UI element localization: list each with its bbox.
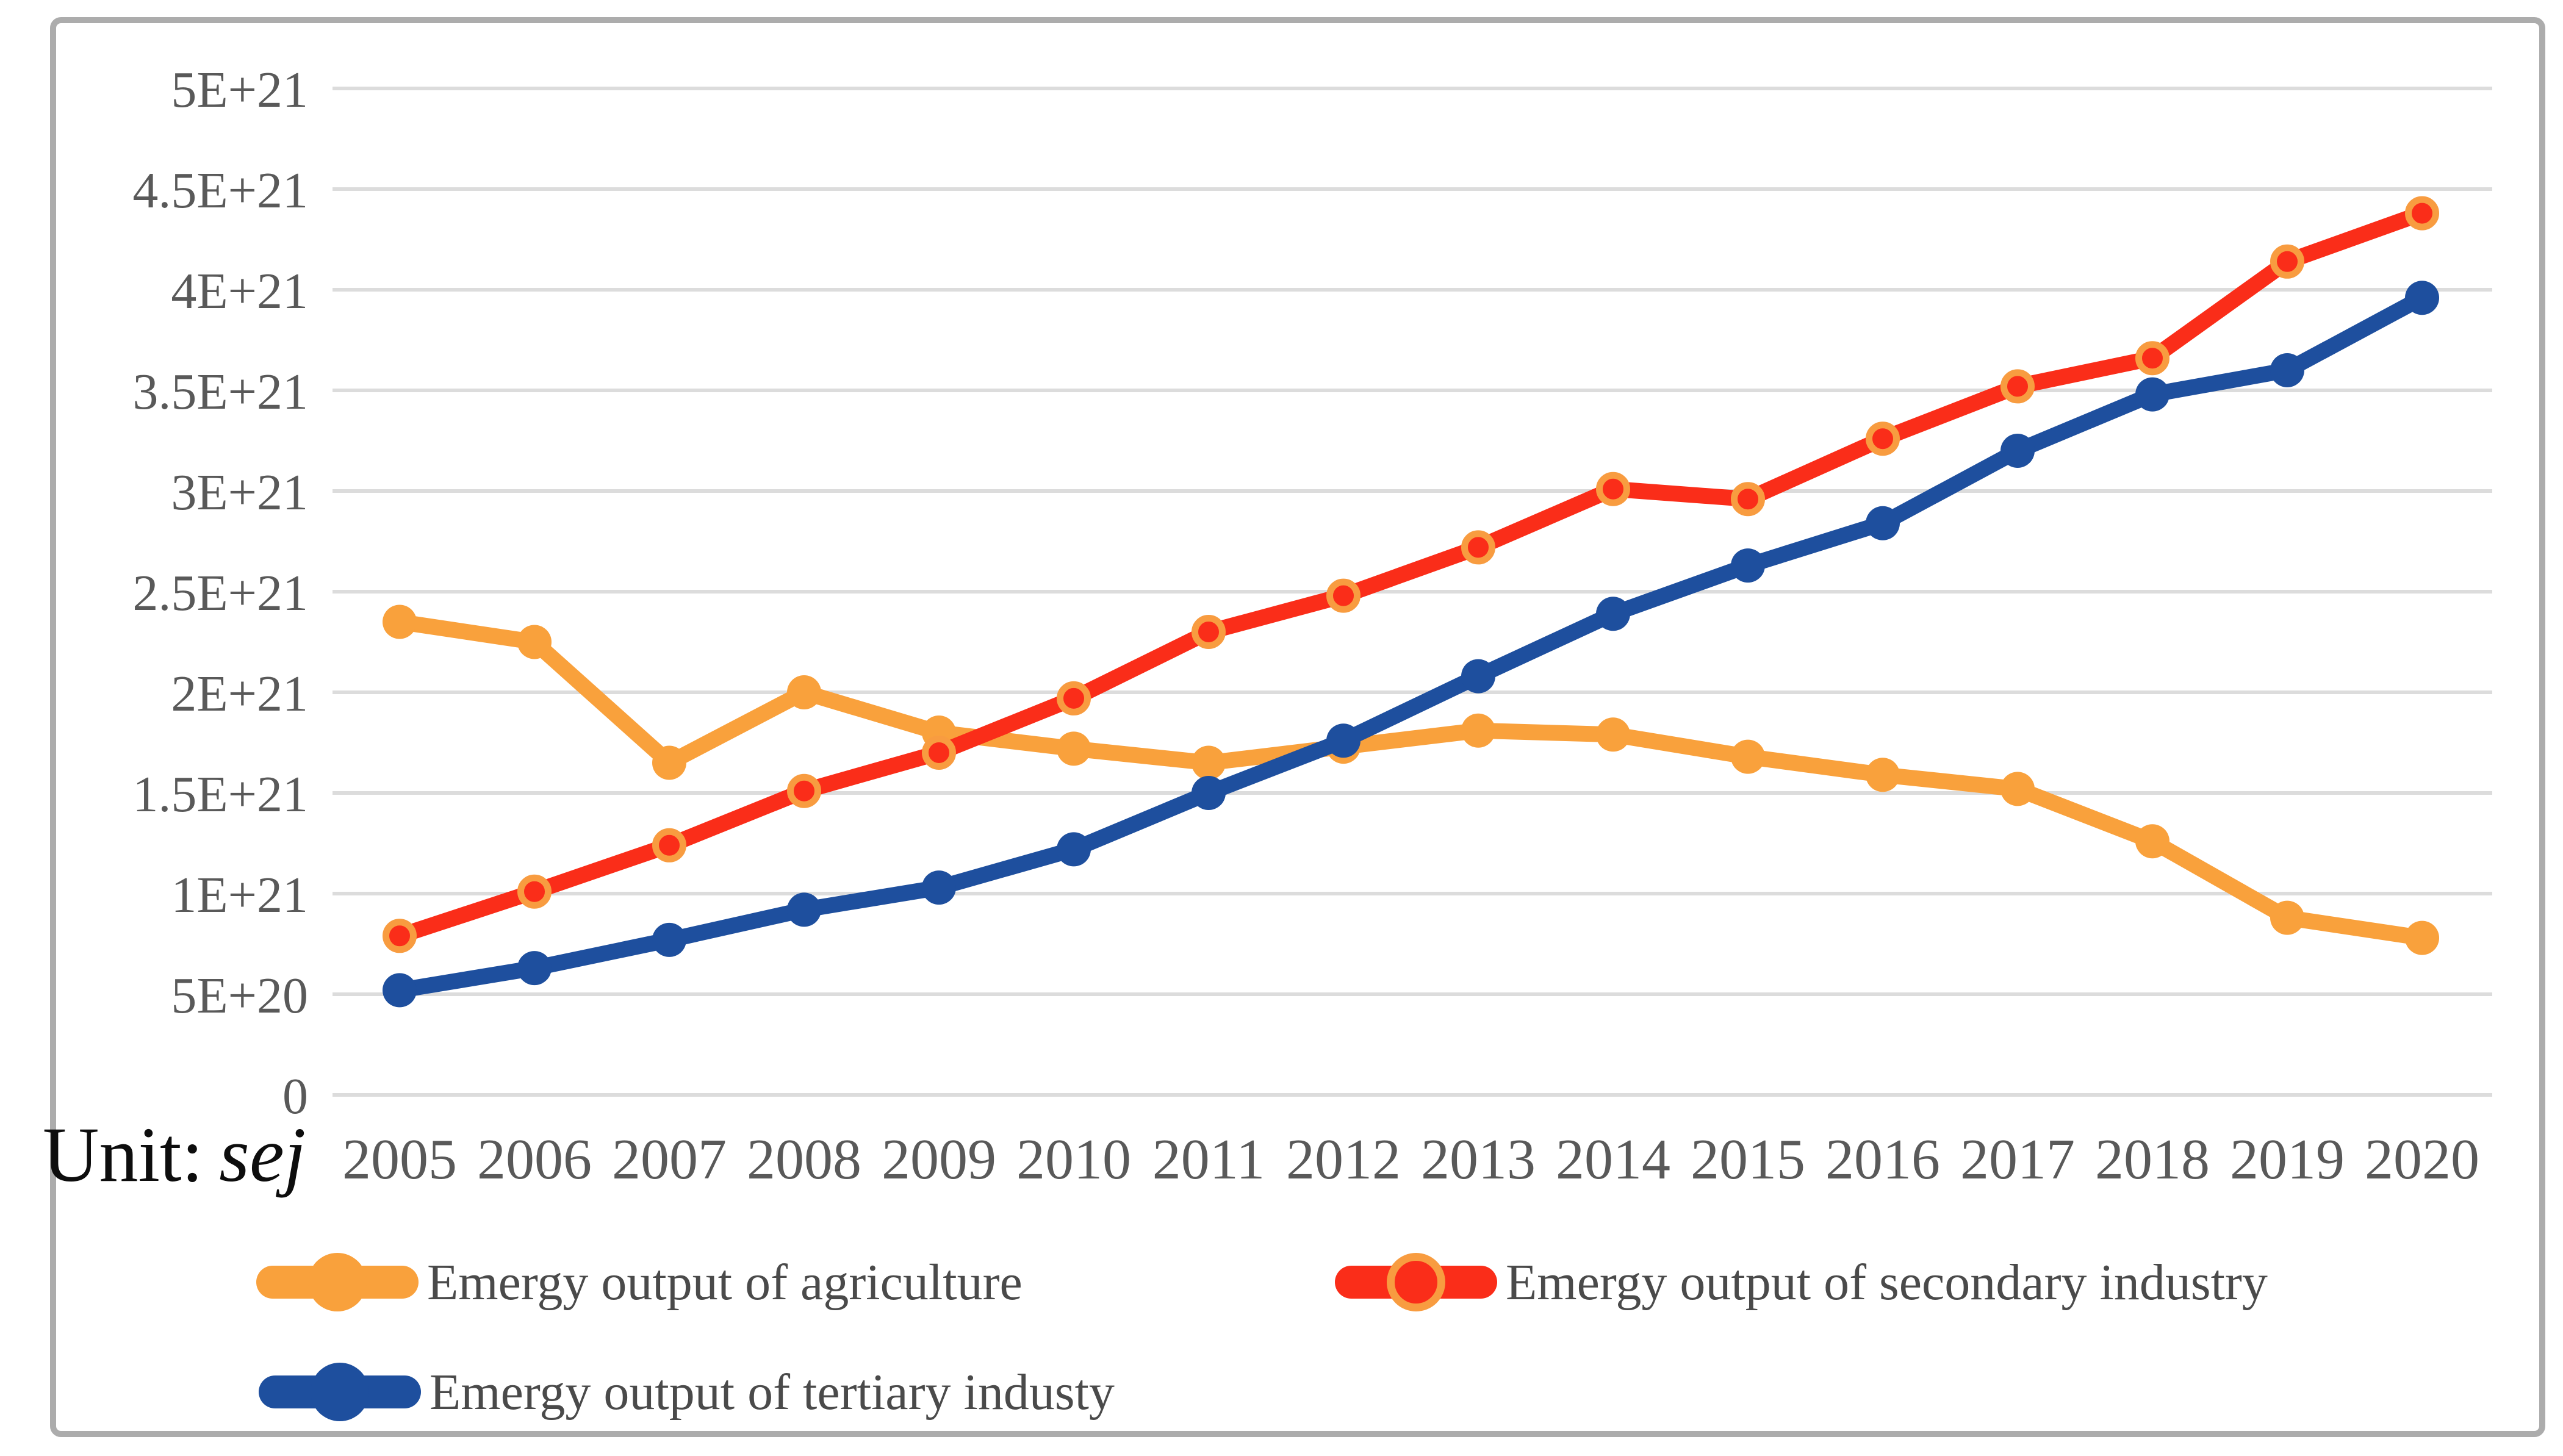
data-point-marker [922,870,956,905]
data-point-marker [2270,900,2304,935]
data-point-marker [1326,578,1361,613]
data-point-marker [1461,659,1495,694]
data-point-marker [517,625,552,659]
data-point-marker [1057,681,1091,715]
y-axis-tick-label: 2E+21 [171,665,308,722]
x-axis-tick-labels: 2005 2006 2007 2008 2009 2010 2011 2012 2013 2014… [342,1128,2479,1191]
x-axis-tick-label: 2016 [1825,1128,1940,1191]
x-axis-tick-label: 2014 [1556,1128,1670,1191]
legend-dot-sample [311,1363,369,1421]
x-axis-tick-label: 2020 [2365,1128,2479,1191]
data-point-marker [1461,530,1495,565]
data-point-marker [2405,281,2439,315]
series-line-2 [392,205,2430,944]
data-point-marker [2135,377,2169,412]
data-point-marker [1731,482,1765,517]
data-point-marker [517,951,552,986]
data-point-marker [1731,739,1765,774]
series-line-1 [392,614,2430,946]
legend-marker-agriculture-icon [256,1252,419,1312]
data-point-marker [652,745,686,780]
data-point-marker [2270,244,2304,279]
data-point-marker [652,828,686,862]
data-point-marker [1596,717,1630,752]
data-point-marker [2405,920,2439,955]
legend-label: Emergy output of agriculture [427,1253,1023,1311]
chart-frame [50,17,2545,1437]
data-point-marker [1057,832,1091,867]
x-axis-tick-label: 2006 [477,1128,592,1191]
x-axis-tick-label: 2018 [2095,1128,2210,1191]
data-point-marker [1596,472,1630,506]
x-axis-tick-label: 2008 [747,1128,861,1191]
legend-item-secondary-industry: Emergy output of secondary industry [1335,1248,2268,1316]
legend-label: Emergy output of tertiary industy [430,1363,1115,1421]
data-point-marker [2135,824,2169,859]
x-axis-tick-label: 2015 [1691,1128,1805,1191]
legend-item-tertiary-industry: Emergy output of tertiary industy [259,1358,1115,1426]
y-axis-tick-label: 1E+21 [171,867,308,923]
x-axis-tick-label: 2017 [1960,1128,2075,1191]
y-axis-tick-label: 0 [282,1068,308,1125]
data-point-marker [2000,772,2035,806]
data-point-marker [1596,597,1630,631]
data-point-marker [1057,731,1091,766]
y-axis-tick-label: 3.5E+21 [132,364,308,420]
unit-label-value: sej [219,1111,306,1198]
data-point-marker [2000,369,2035,404]
legend-dot-sample [308,1253,367,1311]
data-point-marker [2270,353,2304,387]
data-point-marker [922,736,956,770]
x-axis-tick-label: 2013 [1421,1128,1536,1191]
x-axis-tick-label: 2019 [2230,1128,2345,1191]
y-axis-tick-label: 5E+21 [171,62,308,118]
data-point-marker [1731,548,1765,583]
data-point-marker [652,922,686,957]
unit-label-prefix: Unit: [43,1111,204,1198]
y-axis-tick-label: 2.5E+21 [132,565,308,622]
data-point-marker [1192,615,1226,649]
data-point-marker [1866,506,1900,540]
y-axis-tick-label: 4E+21 [171,263,308,320]
series-layer [383,196,2439,1008]
data-point-marker [383,973,417,1008]
data-point-marker [383,919,417,953]
series-line-3 [392,290,2430,999]
x-axis-tick-label: 2009 [882,1128,996,1191]
data-point-marker [787,892,821,927]
data-point-marker [1866,758,1900,792]
data-point-marker [1192,745,1226,780]
y-axis-tick-labels: 0 5E+20 1E+21 1.5E+21 2E+21 2.5E+21 3E+21 3.5E+… [132,62,308,1125]
x-axis-tick-label: 2005 [342,1128,457,1191]
data-point-marker [787,675,821,709]
y-axis-tick-label: 1.5E+21 [132,766,308,823]
legend-item-agriculture: Emergy output of agriculture [256,1248,1023,1316]
data-point-marker [1461,713,1495,748]
y-axis-tick-label: 3E+21 [171,464,308,521]
x-axis-tick-label: 2011 [1152,1128,1265,1191]
data-point-marker [517,874,552,909]
y-axis-tick-label: 4.5E+21 [132,162,308,219]
x-axis-tick-label: 2010 [1016,1128,1131,1191]
x-axis-tick-label: 2007 [612,1128,727,1191]
data-point-marker [787,773,821,808]
gridlines [333,87,2492,1097]
data-point-marker [2405,196,2439,231]
legend-label: Emergy output of secondary industry [1506,1253,2268,1311]
data-point-marker [1192,776,1226,810]
data-point-marker [2135,341,2169,376]
legend-dot-sample [1387,1253,1445,1311]
data-point-marker [1326,723,1361,758]
data-point-marker [383,604,417,639]
legend-marker-secondary-icon [1335,1252,1497,1312]
x-axis-tick-label: 2012 [1286,1128,1401,1191]
data-point-marker [1866,421,1900,456]
unit-label: Unit: sej [43,1110,306,1200]
legend-marker-tertiary-icon [259,1362,421,1422]
data-point-marker [2000,434,2035,468]
y-axis-tick-label: 5E+20 [171,967,308,1024]
